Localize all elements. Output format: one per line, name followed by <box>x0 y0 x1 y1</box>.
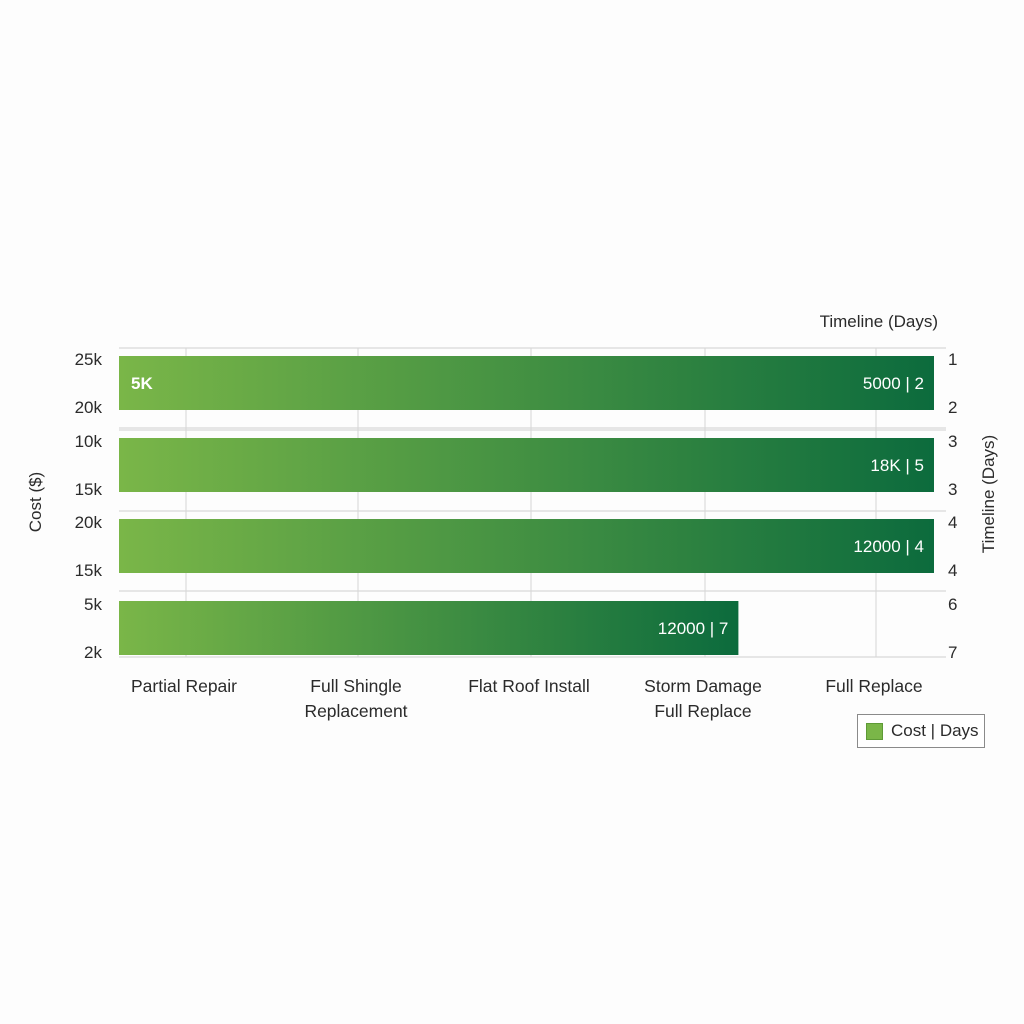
x-tick-label-line: Full Replace <box>654 701 751 721</box>
bar-data-label-3: 12000 | 7 <box>658 619 729 638</box>
x-tick-label-2: Flat Roof Install <box>468 676 590 696</box>
right-tick-label-5: 4 <box>948 561 957 580</box>
x-tick-label-line: Storm Damage <box>644 676 762 696</box>
x-tick-label-line: Full Shingle <box>310 676 401 696</box>
bar-data-label-1: 18K | 5 <box>870 456 924 475</box>
bar-0 <box>119 356 934 410</box>
x-tick-label-4: Full Replace <box>825 676 922 696</box>
right-tick-label-3: 3 <box>948 480 957 499</box>
x-tick-label-1: Full Shingle Replacement <box>304 676 407 721</box>
right-tick-label-0: 1 <box>948 350 957 369</box>
x-tick-label-line: Partial Repair <box>131 676 237 696</box>
bar-2 <box>119 519 934 573</box>
legend: Cost | Days <box>857 714 985 748</box>
left-tick-label-2: 10k <box>75 432 103 451</box>
left-tick-label-3: 15k <box>75 480 103 499</box>
left-tick-label-7: 2k <box>84 643 102 662</box>
right-tick-label-6: 6 <box>948 595 957 614</box>
grid <box>119 347 946 658</box>
left-tick-label-5: 15k <box>75 561 103 580</box>
legend-label: Cost | Days <box>891 721 979 740</box>
right-tick-label-4: 4 <box>948 513 957 532</box>
x-tick-label-line: Full Replace <box>825 676 922 696</box>
bar-data-label-0: 5000 | 2 <box>863 374 924 393</box>
bar-1 <box>119 438 934 492</box>
legend-swatch <box>866 722 883 740</box>
bar-3 <box>119 601 739 655</box>
right-axis-title-top: Timeline (Days) <box>820 312 938 331</box>
left-tick-label-4: 20k <box>75 513 103 532</box>
bars <box>119 356 934 655</box>
left-tick-label-0: 25k <box>75 350 103 369</box>
right-tick-label-2: 3 <box>948 432 957 451</box>
left-tick-label-1: 20k <box>75 398 103 417</box>
bar-left-label-0: 5K <box>131 374 153 393</box>
bar-data-label-2: 12000 | 4 <box>853 537 924 556</box>
right-tick-label-1: 2 <box>948 398 957 417</box>
right-tick-label-7: 7 <box>948 643 957 662</box>
x-tick-label-3: Storm Damage Full Replace <box>644 676 762 721</box>
y-axis-title-left: Cost ($) <box>26 472 45 532</box>
left-tick-label-6: 5k <box>84 595 102 614</box>
y-axis-title-right: Timeline (Days) <box>979 435 998 553</box>
x-tick-label-0: Partial Repair <box>131 676 237 696</box>
x-tick-label-line: Replacement <box>304 701 407 721</box>
x-tick-label-line: Flat Roof Install <box>468 676 590 696</box>
